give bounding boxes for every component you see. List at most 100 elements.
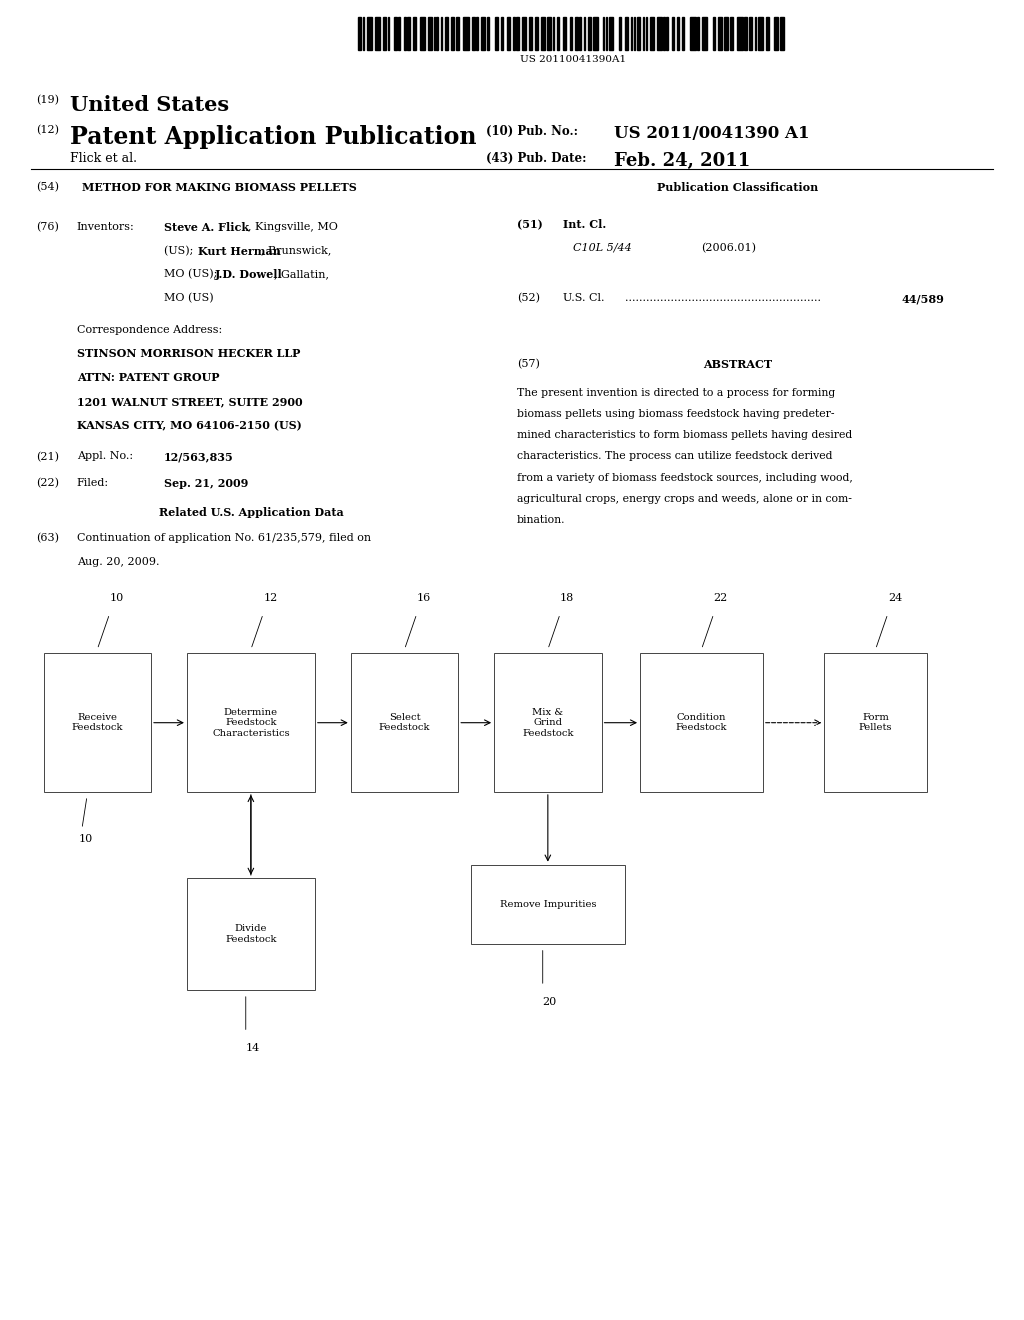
- Text: (2006.01): (2006.01): [701, 243, 757, 253]
- Bar: [749, 17, 752, 50]
- Text: 44/589: 44/589: [901, 293, 944, 304]
- Bar: [471, 865, 625, 944]
- Text: Filed:: Filed:: [77, 478, 109, 488]
- Bar: [737, 17, 742, 50]
- Bar: [436, 17, 438, 50]
- Bar: [634, 17, 635, 50]
- Text: 12/563,835: 12/563,835: [164, 451, 233, 462]
- Text: US 2011/0041390 A1: US 2011/0041390 A1: [614, 125, 810, 143]
- Bar: [640, 653, 763, 792]
- Bar: [536, 17, 538, 50]
- Text: 22: 22: [714, 593, 728, 603]
- Bar: [824, 653, 927, 792]
- Text: Form
Pellets: Form Pellets: [859, 713, 892, 733]
- Text: Divide
Feedstock: Divide Feedstock: [225, 924, 276, 944]
- Bar: [697, 17, 698, 50]
- Bar: [486, 17, 489, 50]
- Text: (10) Pub. No.:: (10) Pub. No.:: [486, 125, 579, 139]
- Text: Appl. No.:: Appl. No.:: [77, 451, 133, 462]
- Text: Remove Impurities: Remove Impurities: [500, 900, 596, 908]
- Text: Aug. 20, 2009.: Aug. 20, 2009.: [77, 557, 160, 568]
- Text: 16: 16: [417, 593, 431, 603]
- Bar: [701, 17, 708, 50]
- Text: MO (US);: MO (US);: [164, 269, 221, 280]
- Bar: [603, 17, 604, 50]
- Bar: [441, 17, 442, 50]
- Text: 1201 WALNUT STREET, SUITE 2900: 1201 WALNUT STREET, SUITE 2900: [77, 396, 302, 407]
- Bar: [690, 17, 695, 50]
- Text: Determine
Feedstock
Characteristics: Determine Feedstock Characteristics: [212, 708, 290, 738]
- Bar: [445, 17, 449, 50]
- Bar: [758, 17, 764, 50]
- Bar: [574, 17, 578, 50]
- Bar: [557, 17, 559, 50]
- Bar: [779, 17, 784, 50]
- Text: 12: 12: [263, 593, 278, 603]
- Bar: [513, 17, 514, 50]
- Text: (52): (52): [517, 293, 540, 304]
- Text: (22): (22): [36, 478, 58, 488]
- Bar: [529, 17, 532, 50]
- Text: Inventors:: Inventors:: [77, 222, 134, 232]
- Bar: [609, 17, 613, 50]
- Text: US 20110041390A1: US 20110041390A1: [520, 55, 627, 65]
- Bar: [394, 17, 396, 50]
- Bar: [413, 17, 416, 50]
- Bar: [718, 17, 722, 50]
- Text: Flick et al.: Flick et al.: [70, 152, 136, 165]
- Bar: [420, 17, 425, 50]
- Text: (51): (51): [517, 219, 543, 230]
- Text: bination.: bination.: [517, 515, 565, 525]
- Text: , Gallatin,: , Gallatin,: [274, 269, 330, 280]
- Text: 24: 24: [888, 593, 902, 603]
- Bar: [362, 17, 365, 50]
- Bar: [368, 17, 372, 50]
- Text: (US);: (US);: [164, 246, 197, 256]
- Bar: [358, 17, 361, 50]
- Text: Mix &
Grind
Feedstock: Mix & Grind Feedstock: [522, 708, 573, 738]
- Bar: [463, 17, 469, 50]
- Bar: [729, 17, 732, 50]
- Bar: [456, 17, 459, 50]
- Text: (57): (57): [517, 359, 540, 370]
- Text: METHOD FOR MAKING BIOMASS PELLETS: METHOD FOR MAKING BIOMASS PELLETS: [82, 182, 356, 193]
- Bar: [541, 17, 546, 50]
- Text: ATTN: PATENT GROUP: ATTN: PATENT GROUP: [77, 372, 219, 383]
- Bar: [43, 653, 152, 792]
- Bar: [682, 17, 684, 50]
- Text: Select
Feedstock: Select Feedstock: [379, 713, 430, 733]
- Bar: [625, 17, 628, 50]
- Bar: [645, 17, 647, 50]
- Text: 18: 18: [560, 593, 574, 603]
- Bar: [516, 17, 519, 50]
- Bar: [570, 17, 572, 50]
- Text: Continuation of application No. 61/235,579, filed on: Continuation of application No. 61/235,5…: [77, 533, 371, 544]
- Text: STINSON MORRISON HECKER LLP: STINSON MORRISON HECKER LLP: [77, 348, 300, 359]
- Text: agricultural crops, energy crops and weeds, alone or in com-: agricultural crops, energy crops and wee…: [517, 494, 852, 504]
- Bar: [407, 17, 410, 50]
- Bar: [631, 17, 633, 50]
- Text: (43) Pub. Date:: (43) Pub. Date:: [486, 152, 587, 165]
- Bar: [452, 17, 454, 50]
- Bar: [593, 17, 598, 50]
- Text: U.S. Cl.: U.S. Cl.: [563, 293, 605, 304]
- Bar: [580, 17, 581, 50]
- Text: Steve A. Flick: Steve A. Flick: [164, 222, 249, 232]
- Bar: [186, 653, 315, 792]
- Text: (21): (21): [36, 451, 58, 462]
- Bar: [724, 17, 728, 50]
- Text: Publication Classification: Publication Classification: [656, 182, 818, 193]
- Bar: [584, 17, 586, 50]
- Bar: [502, 17, 503, 50]
- Bar: [664, 17, 665, 50]
- Text: characteristics. The process can utilize feedstock derived: characteristics. The process can utilize…: [517, 451, 833, 462]
- Text: Receive
Feedstock: Receive Feedstock: [72, 713, 123, 733]
- Bar: [677, 17, 680, 50]
- Bar: [388, 17, 389, 50]
- Bar: [714, 17, 715, 50]
- Bar: [375, 17, 381, 50]
- Text: (76): (76): [36, 222, 58, 232]
- Text: Condition
Feedstock: Condition Feedstock: [676, 713, 727, 733]
- Text: C10L 5/44: C10L 5/44: [573, 243, 632, 253]
- Bar: [522, 17, 526, 50]
